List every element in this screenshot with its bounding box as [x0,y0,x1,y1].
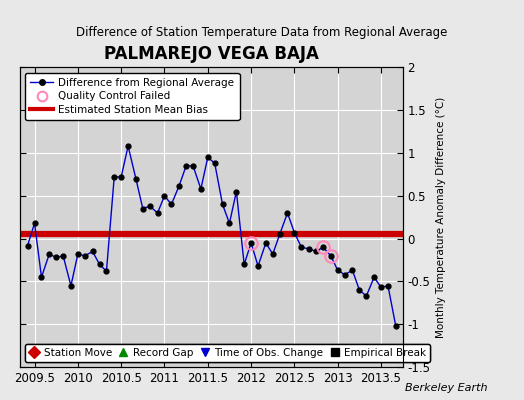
Text: Berkeley Earth: Berkeley Earth [405,383,487,393]
Title: PALMAREJO VEGA BAJA: PALMAREJO VEGA BAJA [104,45,319,63]
Y-axis label: Monthly Temperature Anomaly Difference (°C): Monthly Temperature Anomaly Difference (… [436,97,446,338]
Legend: Station Move, Record Gap, Time of Obs. Change, Empirical Break: Station Move, Record Gap, Time of Obs. C… [25,344,430,362]
Text: Difference of Station Temperature Data from Regional Average: Difference of Station Temperature Data f… [77,26,447,39]
